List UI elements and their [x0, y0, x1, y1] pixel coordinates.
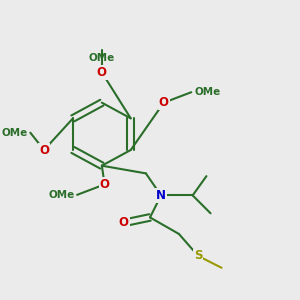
Text: OMe: OMe [1, 128, 28, 138]
Text: O: O [97, 66, 107, 79]
Text: S: S [194, 249, 203, 262]
Text: OMe: OMe [48, 190, 74, 200]
Text: O: O [39, 143, 49, 157]
Text: N: N [156, 189, 166, 202]
Text: OMe: OMe [89, 53, 115, 63]
Text: O: O [100, 178, 110, 191]
Text: OMe: OMe [194, 87, 220, 97]
Text: O: O [119, 216, 129, 230]
Text: O: O [159, 96, 169, 109]
